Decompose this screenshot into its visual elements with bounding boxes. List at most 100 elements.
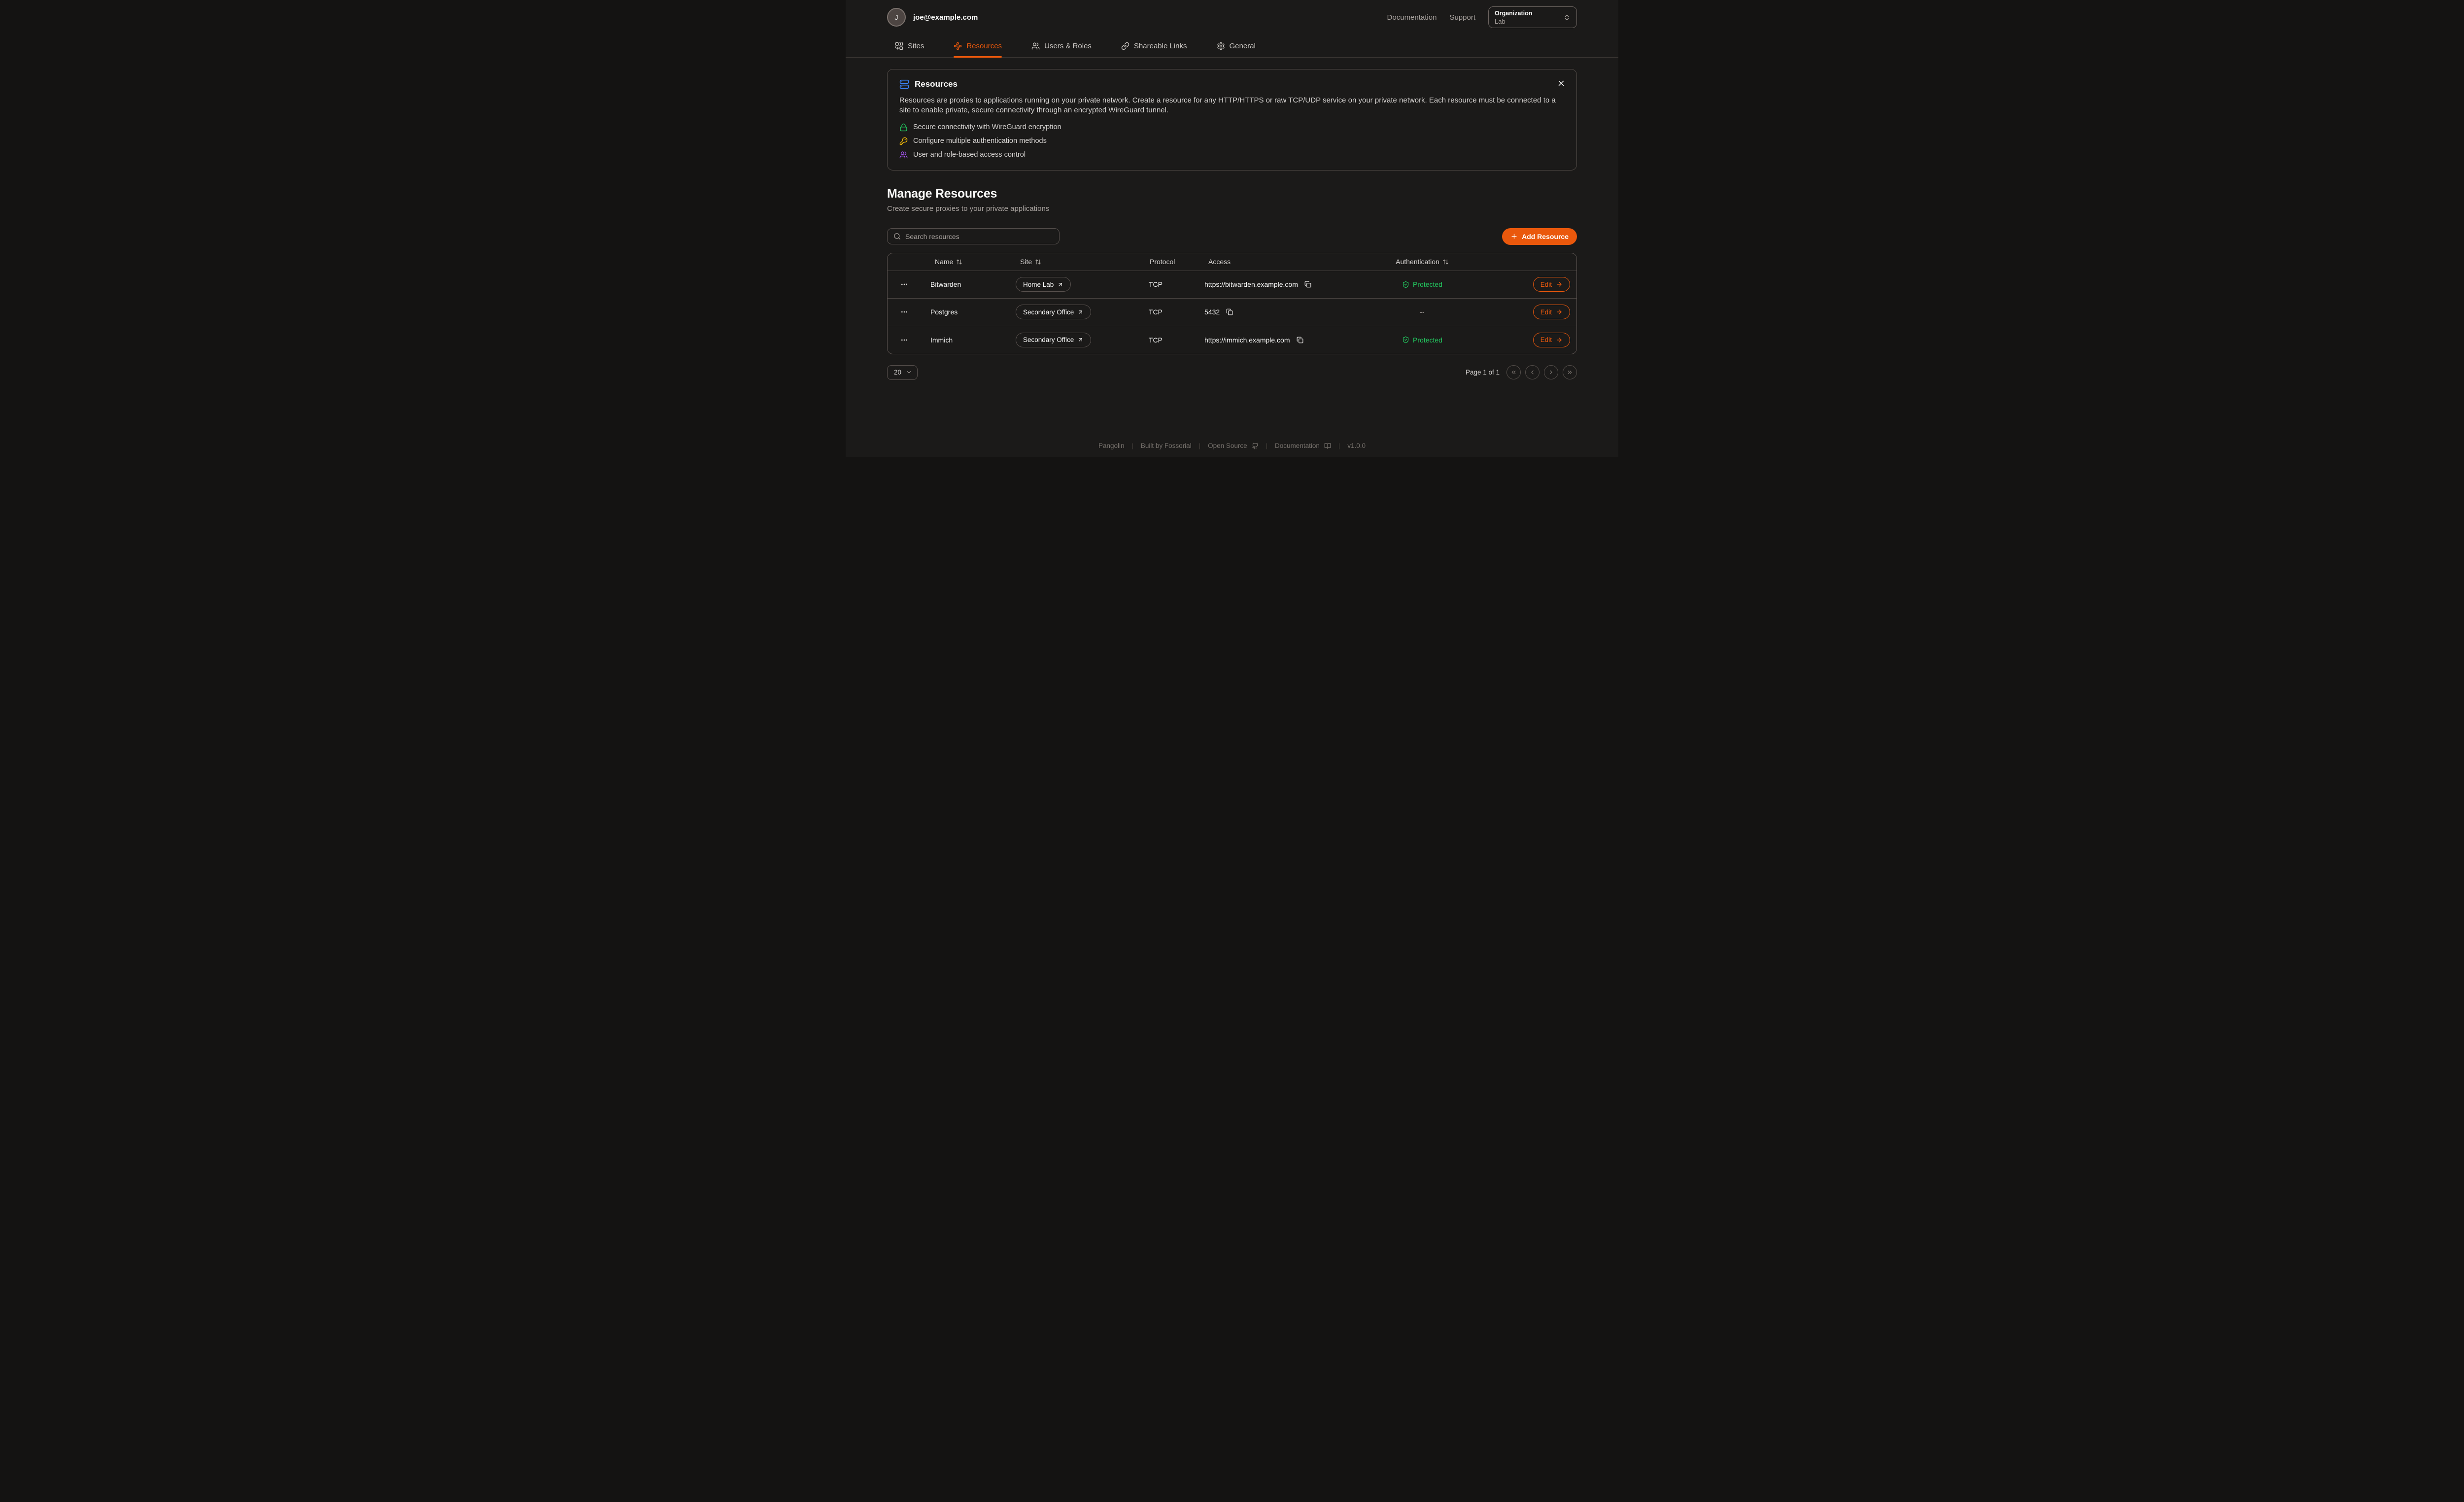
search-input[interactable]: [905, 232, 1053, 240]
search-icon: [894, 233, 900, 239]
users-icon: [899, 151, 908, 159]
column-header-name[interactable]: Name: [921, 258, 1009, 266]
link-icon: [1121, 42, 1129, 50]
edit-label: Edit: [1540, 280, 1552, 288]
footer-version: v1.0.0: [1347, 442, 1366, 449]
protocol: TCP: [1149, 336, 1163, 344]
waypoints-icon: [954, 42, 962, 50]
book-open-icon: [1324, 443, 1331, 449]
tab-general[interactable]: General: [1217, 34, 1256, 57]
edit-cell: Edit: [1496, 332, 1576, 347]
edit-button[interactable]: Edit: [1533, 305, 1570, 320]
column-header-authentication[interactable]: Authentication: [1348, 258, 1496, 266]
site-link-button[interactable]: Home Lab: [1016, 277, 1071, 292]
site-name: Secondary Office: [1023, 336, 1074, 344]
page-size-value: 20: [894, 369, 902, 376]
site-link-button[interactable]: Secondary Office: [1016, 305, 1092, 320]
resources-table: Name Site Protocol Access Authentication: [887, 252, 1577, 354]
copy-button[interactable]: [1225, 307, 1234, 316]
auth-status: Protected: [1413, 336, 1442, 344]
tab-sites-label: Sites: [908, 41, 924, 50]
feature-authentication: Configure multiple authentication method…: [899, 137, 1565, 145]
feature-text: Configure multiple authentication method…: [913, 137, 1047, 145]
users-icon: [1031, 42, 1040, 50]
org-selector[interactable]: Organization Lab: [1488, 6, 1577, 28]
site-name: Home Lab: [1023, 280, 1054, 288]
access-cell: https://immich.example.com: [1191, 336, 1348, 344]
page-title: Manage Resources: [887, 186, 997, 201]
previous-page-button[interactable]: [1525, 365, 1540, 380]
tab-resources[interactable]: Resources: [954, 34, 1002, 58]
footer-open-source-label: Open Source: [1208, 442, 1247, 449]
sort-icon: [1442, 259, 1448, 264]
last-page-button[interactable]: [1563, 365, 1577, 380]
auth-status: --: [1420, 308, 1425, 316]
ellipsis-icon: [901, 283, 907, 285]
row-menu-button[interactable]: [898, 306, 910, 318]
table-row: Postgres Secondary Office TCP 5432 -- Ed…: [888, 299, 1576, 326]
resource-name: Bitwarden: [930, 280, 961, 289]
search-box: [887, 228, 1060, 245]
protected-badge: Protected: [1402, 336, 1442, 344]
tab-users-roles[interactable]: Users & Roles: [1031, 34, 1092, 57]
edit-button[interactable]: Edit: [1533, 332, 1570, 347]
footer-open-source-link[interactable]: Open Source: [1208, 442, 1259, 449]
lock-icon: [900, 123, 907, 131]
pagination-buttons: [1506, 365, 1577, 380]
topbar: J joe@example.com Documentation Support …: [846, 0, 1618, 34]
row-menu-button[interactable]: [898, 278, 910, 290]
first-page-button[interactable]: [1506, 365, 1521, 380]
feature-wireguard: Secure connectivity with WireGuard encry…: [899, 123, 1565, 132]
column-label: Site: [1020, 258, 1032, 266]
arrow-up-right-icon: [1079, 310, 1083, 314]
account-area: J joe@example.com: [887, 8, 978, 27]
user-email[interactable]: joe@example.com: [913, 13, 978, 22]
copy-button[interactable]: [1296, 336, 1304, 344]
close-info-card-button[interactable]: [1556, 78, 1567, 89]
ellipsis-icon: [901, 311, 907, 313]
info-card-description: Resources are proxies to applications ru…: [899, 96, 1556, 114]
site-link-button[interactable]: Secondary Office: [1016, 332, 1092, 347]
shield-check-icon: [1403, 336, 1409, 343]
access-url: https://bitwarden.example.com: [1204, 280, 1298, 289]
footer-brand: Pangolin: [1098, 442, 1125, 449]
authentication-cell: Protected: [1348, 336, 1496, 344]
column-label: Name: [935, 258, 954, 266]
toolbar: Add Resource: [887, 228, 1577, 245]
copy-button[interactable]: [1303, 280, 1312, 289]
plus-icon: [1511, 234, 1517, 239]
close-icon: [1558, 80, 1564, 86]
edit-cell: Edit: [1496, 277, 1576, 292]
edit-label: Edit: [1540, 308, 1552, 316]
column-header-site[interactable]: Site: [1009, 258, 1139, 266]
edit-label: Edit: [1540, 336, 1552, 344]
protocol: TCP: [1149, 308, 1163, 316]
topbar-links: Documentation Support Organization Lab: [1387, 6, 1577, 28]
key-icon: [899, 137, 908, 145]
info-card-title: Resources: [915, 79, 958, 89]
tab-sites[interactable]: Sites: [895, 34, 924, 57]
avatar[interactable]: J: [887, 8, 906, 27]
footer-divider: |: [1131, 442, 1133, 449]
next-page-button[interactable]: [1544, 365, 1558, 380]
footer-divider: |: [1198, 442, 1201, 449]
documentation-link[interactable]: Documentation: [1387, 13, 1437, 22]
row-menu-button[interactable]: [898, 334, 910, 346]
add-resource-button[interactable]: Add Resource: [1502, 228, 1577, 245]
column-header-access: Access: [1191, 258, 1348, 266]
page-size-select[interactable]: 20: [887, 365, 918, 380]
shield-check-icon: [1403, 281, 1409, 288]
site-cell: Secondary Office: [1009, 332, 1139, 347]
tab-shareable-links[interactable]: Shareable Links: [1121, 34, 1187, 57]
auth-status: Protected: [1413, 280, 1442, 289]
footer-built-by: Built by Fossorial: [1140, 442, 1192, 449]
protocol: TCP: [1149, 280, 1163, 289]
resources-info-card: Resources Resources are proxies to appli…: [887, 69, 1577, 171]
sort-icon: [1035, 259, 1041, 264]
footer-documentation-link[interactable]: Documentation: [1275, 442, 1331, 449]
chevron-right-icon: [1550, 370, 1552, 375]
edit-button[interactable]: Edit: [1533, 277, 1570, 292]
edit-cell: Edit: [1496, 305, 1576, 320]
support-link[interactable]: Support: [1449, 13, 1475, 22]
feature-text: Secure connectivity with WireGuard encry…: [913, 123, 1061, 132]
